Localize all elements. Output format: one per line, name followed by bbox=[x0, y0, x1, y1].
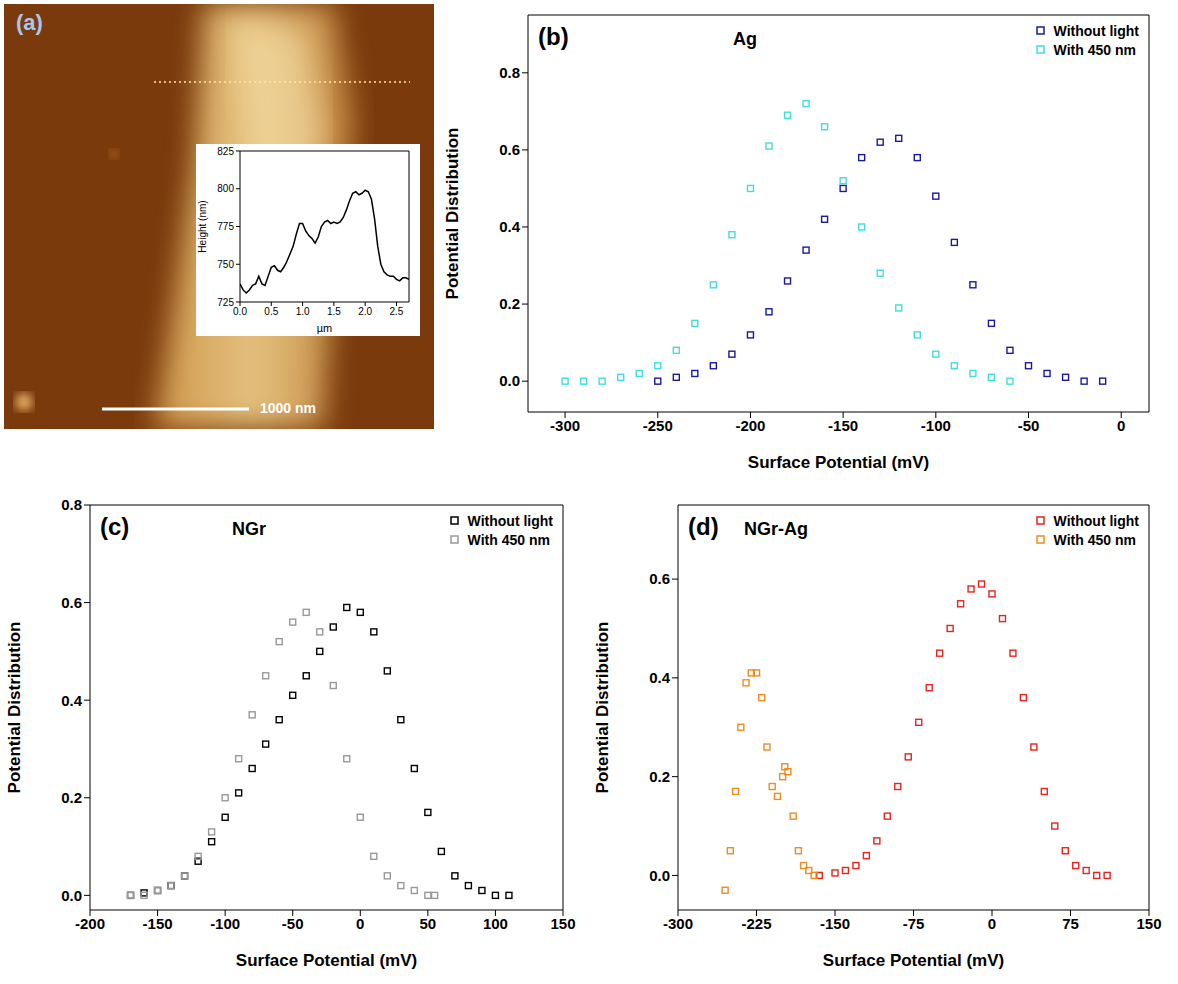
svg-text:-200: -200 bbox=[735, 417, 765, 434]
svg-text:750: 750 bbox=[217, 259, 234, 270]
svg-text:-50: -50 bbox=[282, 915, 304, 932]
svg-text:Potential Distribution: Potential Distribution bbox=[593, 622, 612, 794]
svg-text:0.4: 0.4 bbox=[61, 692, 83, 709]
svg-text:0.6: 0.6 bbox=[649, 570, 670, 587]
svg-text:0.0: 0.0 bbox=[233, 306, 247, 317]
html-text:(a): (a) bbox=[16, 10, 43, 35]
html-text:Without light: Without light bbox=[1053, 23, 1139, 39]
svg-text:50: 50 bbox=[420, 915, 437, 932]
svg-text:-225: -225 bbox=[741, 915, 771, 932]
svg-text:Height (nm): Height (nm) bbox=[197, 200, 208, 252]
svg-text:2.0: 2.0 bbox=[358, 306, 372, 317]
html-text:NGr: NGr bbox=[231, 519, 266, 539]
svg-text:0.2: 0.2 bbox=[649, 768, 670, 785]
svg-text:-100: -100 bbox=[921, 417, 951, 434]
svg-text:150: 150 bbox=[1136, 915, 1161, 932]
svg-text:-300: -300 bbox=[663, 915, 693, 932]
html-text:With 450 nm: With 450 nm bbox=[1053, 42, 1136, 58]
svg-text:100: 100 bbox=[483, 915, 508, 932]
html-text:Ag: Ag bbox=[732, 29, 757, 49]
html-text:1000 nm: 1000 nm bbox=[260, 400, 316, 416]
svg-text:0.2: 0.2 bbox=[61, 789, 82, 806]
svg-text:0.6: 0.6 bbox=[499, 141, 520, 158]
html-text:Without light: Without light bbox=[1053, 513, 1139, 529]
svg-text:0: 0 bbox=[1117, 417, 1125, 434]
svg-text:0.0: 0.0 bbox=[499, 372, 520, 389]
svg-text:0.4: 0.4 bbox=[499, 218, 521, 235]
svg-text:-75: -75 bbox=[903, 915, 925, 932]
svg-text:0.5: 0.5 bbox=[264, 306, 278, 317]
svg-text:µm: µm bbox=[317, 322, 333, 334]
svg-text:0.4: 0.4 bbox=[649, 669, 671, 686]
svg-text:-100: -100 bbox=[210, 915, 240, 932]
svg-text:0.0: 0.0 bbox=[61, 887, 82, 904]
svg-text:Surface Potential (mV): Surface Potential (mV) bbox=[823, 951, 1004, 970]
svg-text:Surface Potential (mV): Surface Potential (mV) bbox=[236, 951, 417, 970]
svg-text:2.5: 2.5 bbox=[390, 306, 404, 317]
svg-text:725: 725 bbox=[217, 297, 234, 308]
svg-text:-250: -250 bbox=[643, 417, 673, 434]
svg-text:-150: -150 bbox=[143, 915, 173, 932]
svg-text:Surface Potential (mV): Surface Potential (mV) bbox=[748, 453, 929, 472]
svg-text:0: 0 bbox=[988, 915, 996, 932]
svg-text:Potential Distribution: Potential Distribution bbox=[5, 622, 24, 794]
svg-text:-150: -150 bbox=[828, 417, 858, 434]
svg-text:0.6: 0.6 bbox=[61, 594, 82, 611]
html-text:Without light: Without light bbox=[467, 513, 553, 529]
svg-text:0.2: 0.2 bbox=[499, 295, 520, 312]
svg-text:-200: -200 bbox=[75, 915, 105, 932]
svg-text:1.0: 1.0 bbox=[296, 306, 310, 317]
svg-text:800: 800 bbox=[217, 183, 234, 194]
html-text:NGr-Ag: NGr-Ag bbox=[743, 519, 808, 539]
svg-text:0.0: 0.0 bbox=[649, 867, 670, 884]
html-text:With 450 nm: With 450 nm bbox=[1053, 532, 1136, 548]
html-text:(b): (b) bbox=[538, 23, 569, 50]
svg-text:-50: -50 bbox=[1018, 417, 1040, 434]
svg-text:0: 0 bbox=[356, 915, 364, 932]
svg-text:825: 825 bbox=[217, 146, 234, 157]
svg-text:Potential Distribution: Potential Distribution bbox=[443, 128, 462, 300]
html-text:(d): (d) bbox=[688, 513, 719, 540]
svg-text:-150: -150 bbox=[820, 915, 850, 932]
svg-text:775: 775 bbox=[217, 221, 234, 232]
html-text:(c): (c) bbox=[100, 513, 130, 540]
svg-text:0.8: 0.8 bbox=[499, 64, 520, 81]
svg-text:150: 150 bbox=[550, 915, 575, 932]
svg-text:75: 75 bbox=[1062, 915, 1079, 932]
html-text:With 450 nm: With 450 nm bbox=[467, 532, 550, 548]
svg-text:0.8: 0.8 bbox=[61, 496, 82, 513]
svg-text:1.5: 1.5 bbox=[327, 306, 341, 317]
svg-text:-300: -300 bbox=[550, 417, 580, 434]
